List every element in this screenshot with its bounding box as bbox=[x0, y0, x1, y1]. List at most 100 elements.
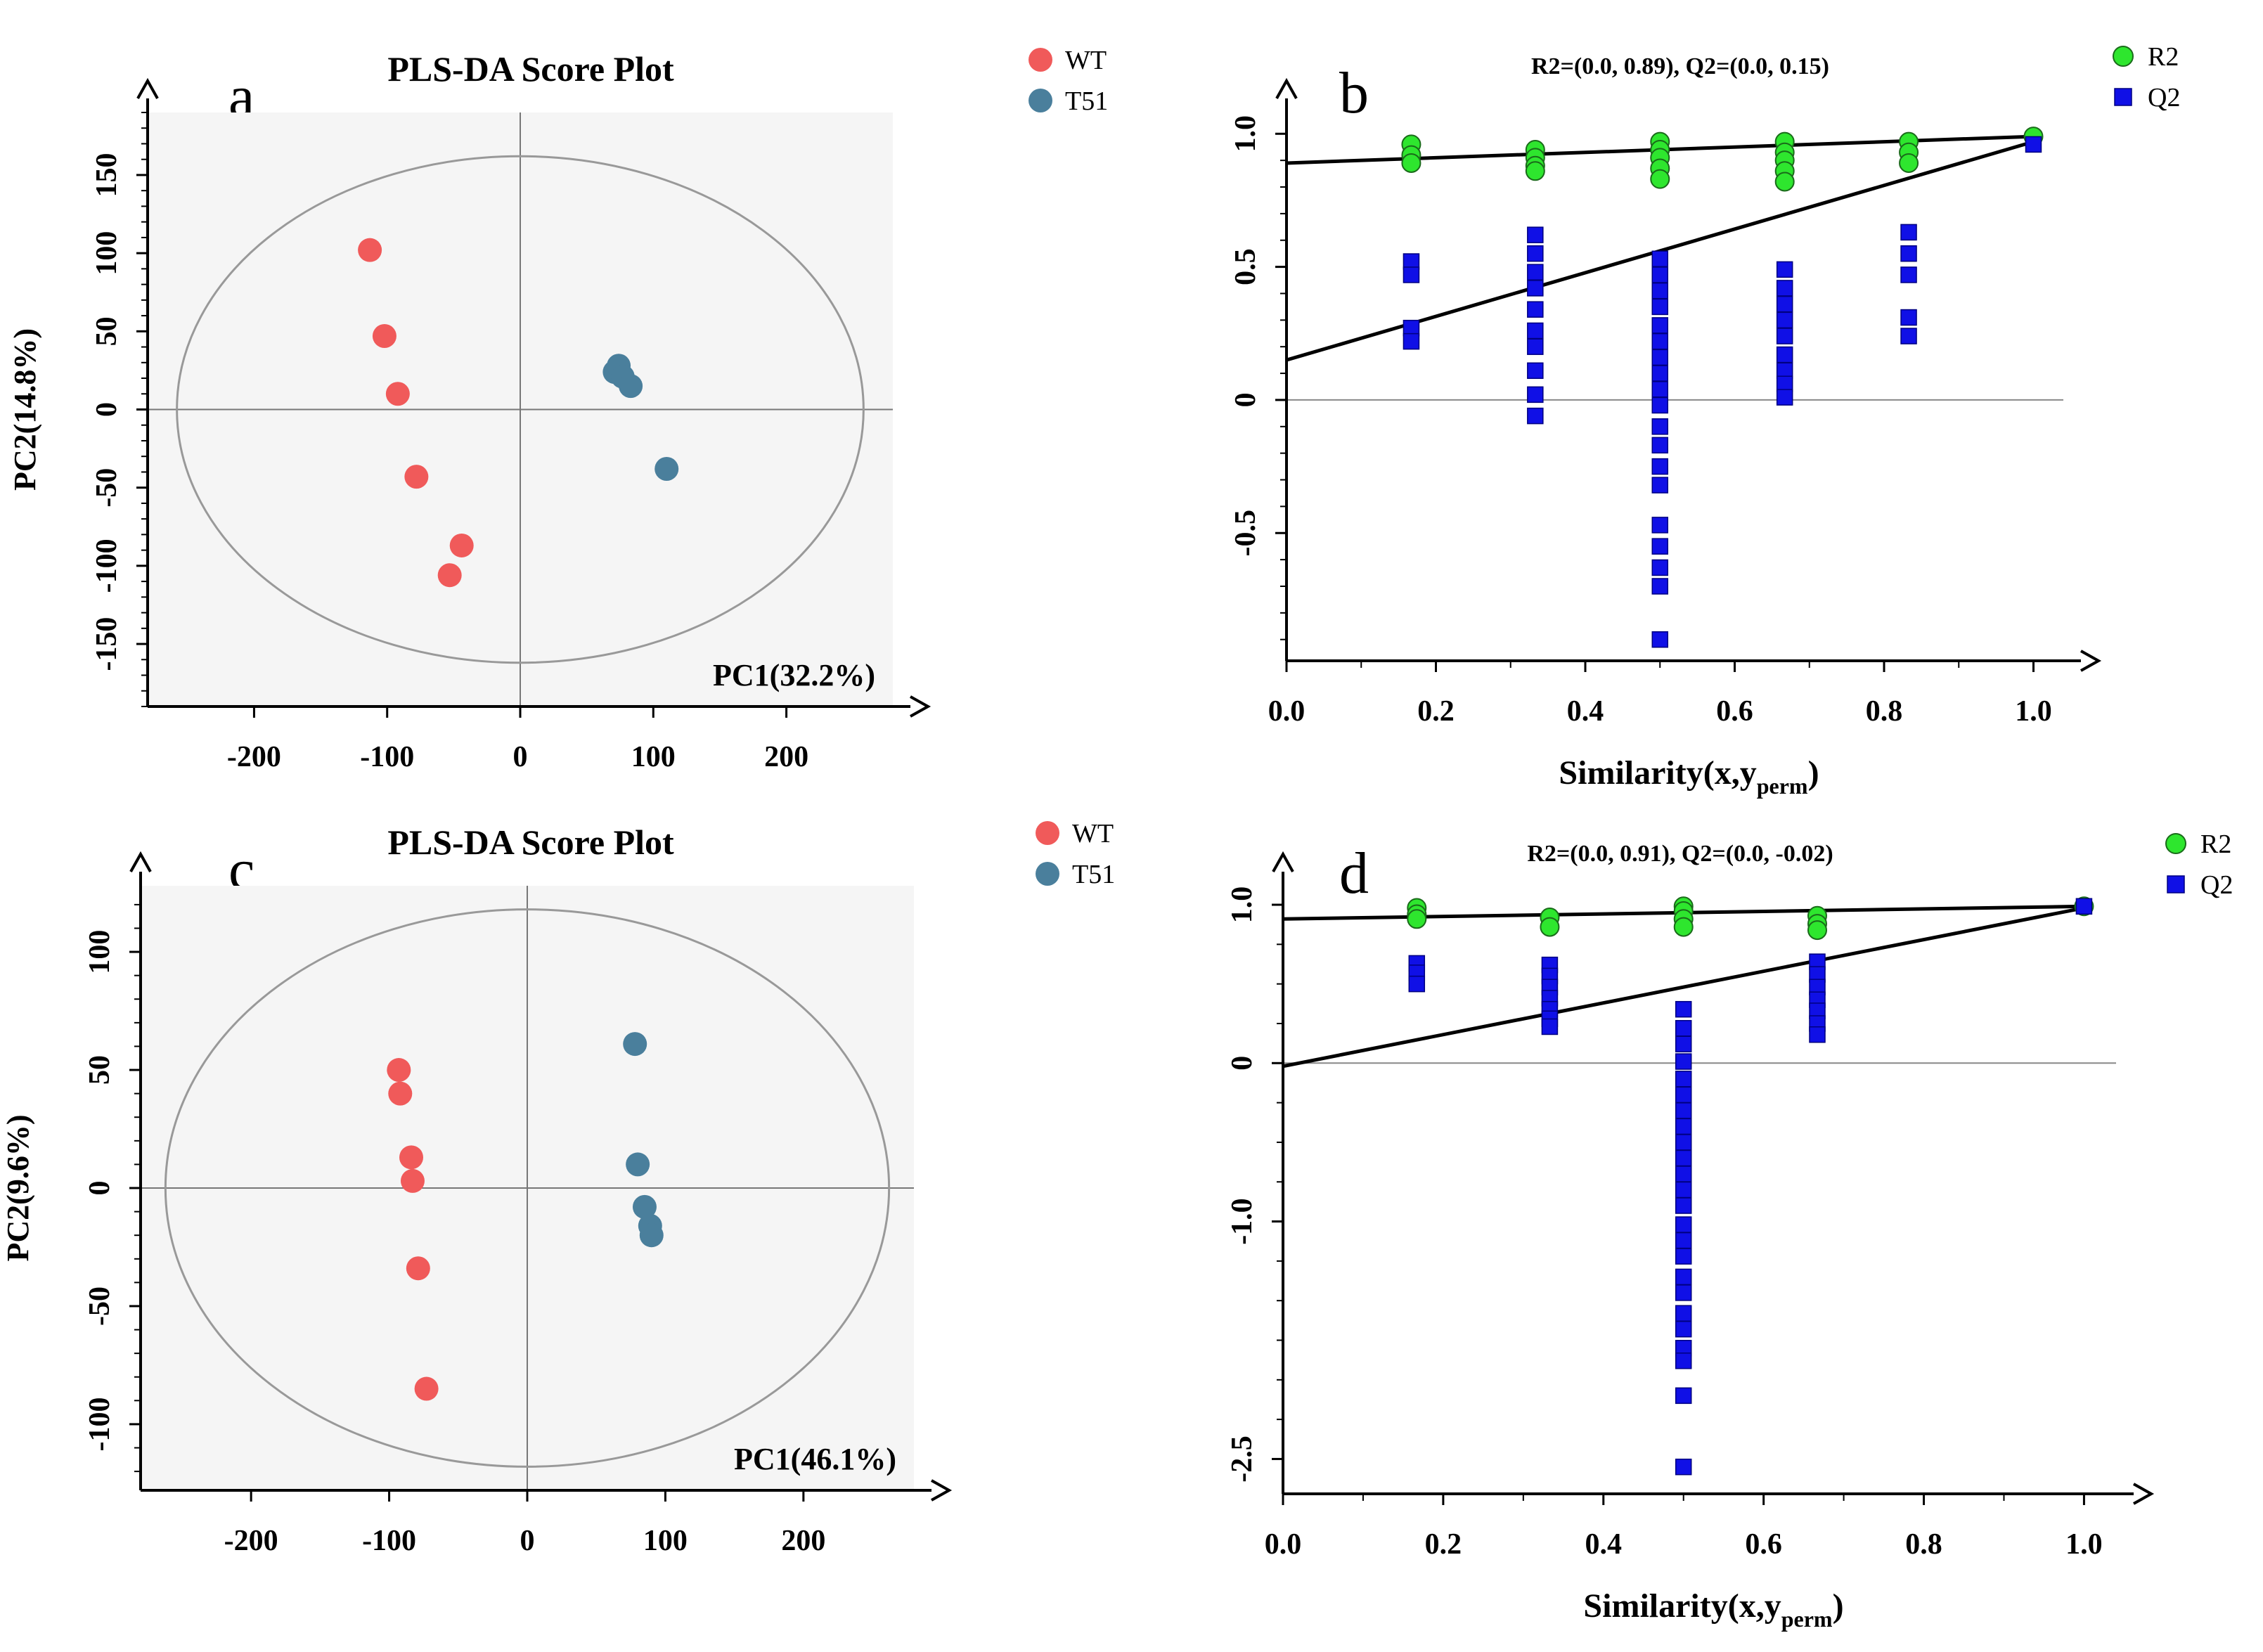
panel-d-y-axis-arrow bbox=[1272, 851, 1294, 872]
panel-a-confidence-ellipse bbox=[176, 155, 865, 664]
panel-d-x-axis-label-end: ) bbox=[1833, 1587, 1844, 1625]
panel-d-x-tick-label: 0.8 bbox=[1905, 1528, 1942, 1561]
panel-b-q2-point bbox=[1527, 264, 1544, 280]
panel-b-legend-r2-marker bbox=[2113, 46, 2134, 67]
panel-d-q2-point bbox=[1675, 1118, 1692, 1135]
panel-d-legend-q2-marker bbox=[2167, 875, 2185, 893]
panel-d-q2-point bbox=[1675, 1071, 1692, 1088]
panel-d-q2-point bbox=[1675, 1387, 1692, 1405]
panel-b-q2-point bbox=[1651, 458, 1668, 475]
panel-a-title: PLS-DA Score Plot bbox=[387, 49, 674, 89]
panel-a-legend-wt-marker bbox=[1029, 48, 1052, 72]
panel-b-r2-point bbox=[1401, 153, 1421, 173]
panel-b-stats-title: R2=(0.0, 0.89), Q2=(0.0, 0.15) bbox=[1531, 53, 1829, 79]
panel-a-wt-point bbox=[385, 382, 410, 406]
panel-b-q2-point bbox=[1900, 328, 1917, 344]
panel-b-q2-point bbox=[1527, 301, 1544, 318]
panel-a-legend-t51-label: T51 bbox=[1065, 86, 1108, 116]
panel-d-q2-point bbox=[1675, 1458, 1692, 1476]
panel-c-x-tick-label: 100 bbox=[643, 1525, 688, 1557]
panel-b-x-axis-label-end: ) bbox=[1808, 754, 1819, 792]
panel-d-q2-point bbox=[1675, 1000, 1692, 1018]
panel-c-legend: WT T51 bbox=[1036, 819, 1115, 889]
panel-c-t51-point bbox=[623, 1032, 647, 1057]
panel-d-q2-point bbox=[1408, 975, 1426, 993]
panel-d-plot-area: 0.0 0.2 0.4 0.6 0.8 1.0 1.0 0 -1.0 -2.5 Similarity… bbox=[1226, 851, 2155, 1632]
panel-b-q2-point bbox=[1651, 282, 1668, 299]
panel-d-x-tick-label: 0.4 bbox=[1585, 1528, 1623, 1561]
panel-b-x-tick-label: 0.2 bbox=[1417, 695, 1455, 728]
panel-a-x-tick-label: -200 bbox=[227, 741, 281, 773]
panel-b-x-axis-label-subscript: perm bbox=[1757, 773, 1808, 799]
panel-a-plot-area: -200 -100 0 100 200 150 100 50 0 -50 -100 -150 PC1(3… bbox=[8, 77, 931, 773]
panel-b-x-tick-label: 0.8 bbox=[1866, 695, 1903, 728]
panel-b-q2-point bbox=[1776, 389, 1793, 406]
panel-c-wt-point bbox=[399, 1145, 423, 1170]
panel-b-tag: b bbox=[1339, 60, 1369, 126]
panel-a-wt-point bbox=[358, 238, 382, 262]
panel-c-x-tick-label: -200 bbox=[224, 1525, 278, 1557]
panel-a-wt-point bbox=[404, 465, 429, 489]
panel-a-x-axis-arrow bbox=[910, 695, 931, 718]
panel-b-q2-point bbox=[1527, 280, 1544, 297]
panel-b-q2-point bbox=[1651, 578, 1668, 595]
panel-d-x-axis-label: Similarity(x,yperm) bbox=[1583, 1587, 1843, 1632]
panel-b-q2-point bbox=[1900, 266, 1917, 283]
panel-d-q2-point bbox=[1675, 1149, 1692, 1167]
panel-c-y-axis-arrow bbox=[129, 851, 152, 872]
panel-a-y-tick-label: 0 bbox=[91, 402, 123, 417]
panel-a-t51-point bbox=[655, 457, 679, 481]
panel-d-q2-point bbox=[1675, 1268, 1692, 1286]
panel-d-q2-point bbox=[1809, 1026, 1826, 1043]
panel-c-x-tick-label: -100 bbox=[362, 1525, 416, 1557]
panel-c-y-tick-label: 50 bbox=[84, 1055, 116, 1085]
panel-b-x-tick-label: 0.0 bbox=[1268, 695, 1305, 728]
panel-c-x-axis-label: PC1(46.1%) bbox=[734, 1442, 896, 1476]
panel-b-r2-point bbox=[1525, 161, 1545, 181]
panel-c-wt-point bbox=[388, 1081, 413, 1106]
panel-a-y-tick-label: -150 bbox=[91, 617, 123, 671]
panel-d-q2-regression-line bbox=[1282, 906, 2084, 1069]
panel-d-q2-point bbox=[1675, 1320, 1692, 1338]
panel-a-wt-point bbox=[372, 323, 396, 348]
panel-a-x-tick-label: -100 bbox=[360, 741, 414, 773]
panel-d-q2-point bbox=[1675, 1353, 1692, 1369]
panel-c-y-tick-label: -50 bbox=[84, 1286, 116, 1326]
panel-b-y-axis-arrow bbox=[1275, 77, 1298, 99]
panel-a-y-axis-arrow bbox=[136, 77, 159, 99]
panel-d-q2-point bbox=[1541, 1018, 1559, 1035]
panel-b-x-axis-arrow bbox=[2080, 650, 2102, 672]
panel-a-legend-wt-label: WT bbox=[1065, 46, 1107, 75]
panel-a-y-tick-label: 100 bbox=[91, 231, 123, 276]
panel-d-y-tick-label: -2.5 bbox=[1226, 1435, 1258, 1483]
panel-b-q2-point bbox=[1776, 346, 1793, 363]
panel-b-y-tick-label: 0.5 bbox=[1230, 248, 1262, 285]
panel-b-plot-area: 0.0 0.2 0.4 0.6 0.8 1.0 1.0 0.5 0 -0.5 Similarity(… bbox=[1230, 77, 2102, 799]
panel-b-q2-point bbox=[1651, 298, 1668, 316]
panel-b-x-tick-label: 0.6 bbox=[1716, 695, 1753, 728]
panel-b-legend-r2-label: R2 bbox=[2148, 42, 2179, 72]
panel-c-x-tick-label: 200 bbox=[781, 1525, 825, 1557]
panel-b-q2-point bbox=[1527, 338, 1544, 355]
panel-a-y-tick-label: -50 bbox=[91, 468, 123, 508]
panel-b-q2-point bbox=[1527, 245, 1544, 262]
panel-d-q2-point bbox=[2075, 898, 2093, 915]
panel-a-y-axis-label: PC2(14.8%) bbox=[8, 328, 42, 491]
panel-d-q2-point bbox=[1675, 1181, 1692, 1199]
panel-d-q2-point bbox=[1675, 1019, 1692, 1037]
panel-d-legend-r2-label: R2 bbox=[2200, 830, 2231, 859]
panel-b-r2-point bbox=[1774, 172, 1795, 192]
panel-a-wt-point bbox=[449, 533, 474, 557]
panel-b-q2-point bbox=[2025, 136, 2042, 153]
panel-b-q2-point bbox=[1651, 381, 1668, 398]
panel-d-q2-point bbox=[1675, 1086, 1692, 1104]
panel-c-confidence-ellipse bbox=[164, 908, 891, 1468]
panel-c-wt-point bbox=[400, 1168, 425, 1193]
panel-c-y-axis-label: PC2(9.6%) bbox=[1, 1115, 35, 1262]
panel-b-q2-point bbox=[1527, 322, 1544, 340]
panel-d-y-tick-label: -1.0 bbox=[1226, 1198, 1258, 1245]
panel-d-q2-point bbox=[1675, 1166, 1692, 1182]
panel-a-legend: WT T51 bbox=[1029, 46, 1108, 116]
